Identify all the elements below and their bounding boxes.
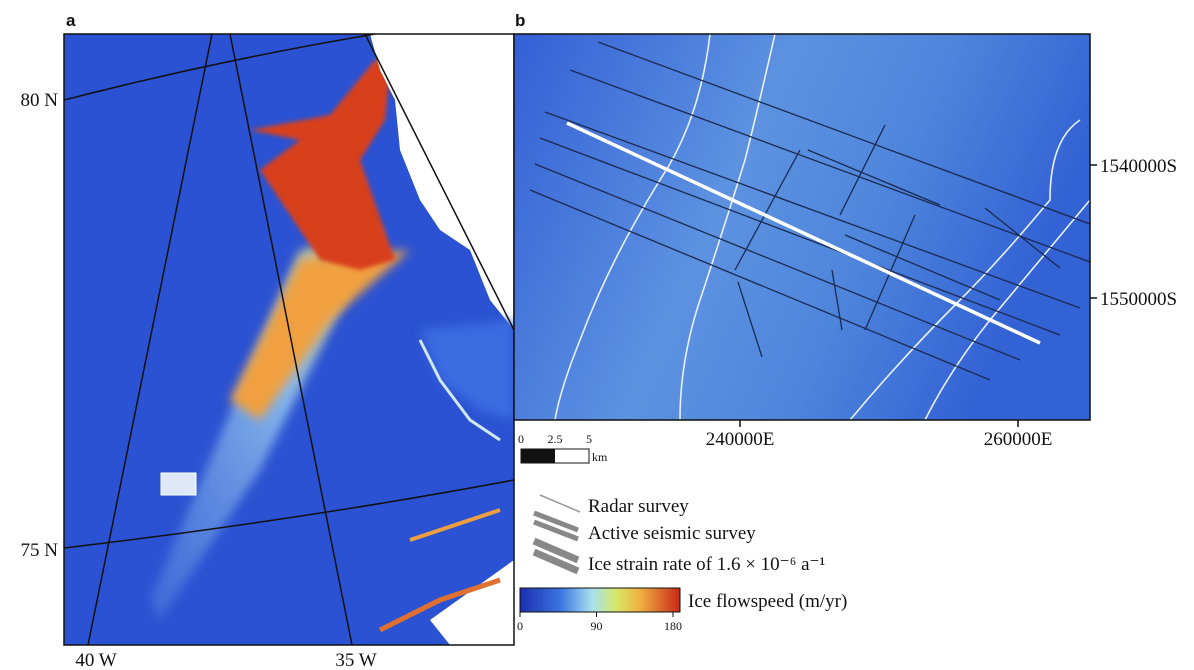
scale-tick: 2.5: [548, 432, 563, 446]
map-a: [64, 34, 514, 645]
y-label: 1550000S: [1100, 289, 1177, 310]
colorbar-title: Ice flowspeed (m/yr): [688, 591, 847, 612]
lat-label: 80 N: [21, 90, 59, 111]
legend: Radar survey Active seismic survey Ice s…: [534, 495, 826, 575]
lon-label: 35 W: [335, 650, 376, 670]
legend-label: Ice strain rate of 1.6 × 10⁻⁶ a⁻¹: [588, 554, 826, 575]
colorbar-tick-label: 180: [664, 619, 682, 633]
legend-label: Radar survey: [588, 496, 689, 517]
scale-bar: 0 2.5 5 km: [518, 432, 608, 464]
panel-label: b: [515, 11, 525, 30]
x-label: 240000E: [706, 429, 775, 450]
scale-tick: 0: [518, 432, 524, 446]
colorbar-tick-label: 90: [591, 619, 603, 633]
y-label: 1540000S: [1100, 156, 1177, 177]
lon-label: 40 W: [75, 650, 116, 670]
figure: a 80 N 75 N 40 W 35 W b 1540000S 1550000…: [0, 0, 1194, 670]
map-b: [514, 34, 1090, 420]
panel-label: a: [66, 11, 76, 30]
colorbar: Ice flowspeed (m/yr) 0 90 180: [517, 588, 847, 633]
colorbar-tick-label: 0: [517, 619, 523, 633]
legend-label: Active seismic survey: [588, 523, 756, 544]
lat-label: 75 N: [21, 540, 59, 561]
scale-tick: 5: [586, 432, 592, 446]
x-label: 260000E: [984, 429, 1053, 450]
scale-unit: km: [592, 450, 608, 464]
